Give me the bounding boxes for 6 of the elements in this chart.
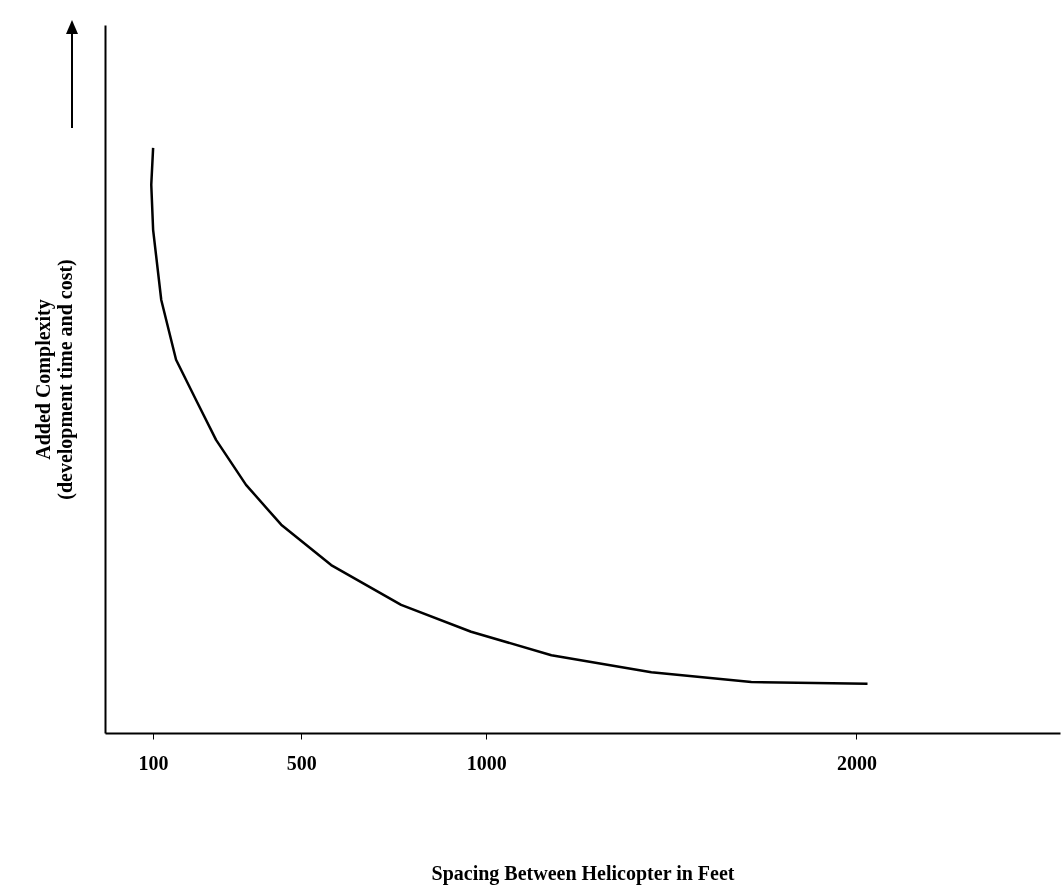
x-tick-label: 2000 [836, 751, 877, 774]
x-tick-label: 500 [286, 751, 317, 774]
x-tick-label: 100 [138, 751, 169, 774]
x-axis-title: Spacing Between Helicopter in Feet [431, 861, 735, 885]
x-tick-label: 1000 [466, 751, 507, 774]
y-axis-title: Added Complexity (development time and cost) [31, 259, 77, 500]
